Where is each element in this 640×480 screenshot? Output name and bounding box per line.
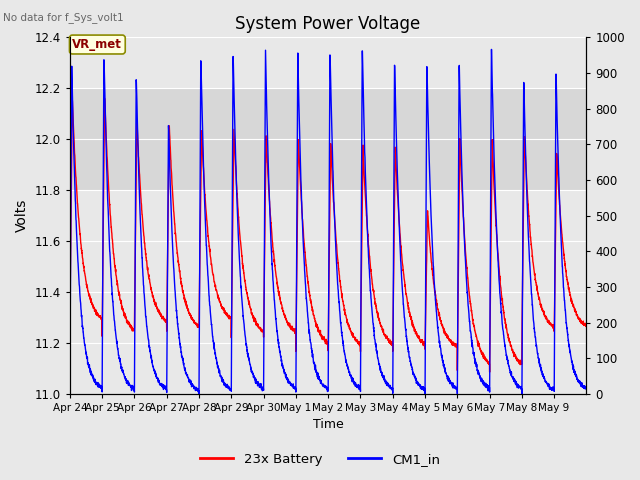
Legend: 23x Battery, CM1_in: 23x Battery, CM1_in <box>195 447 445 471</box>
Y-axis label: Volts: Volts <box>15 199 29 232</box>
Bar <box>70 88 586 190</box>
X-axis label: Time: Time <box>313 419 344 432</box>
Text: No data for f_Sys_volt1: No data for f_Sys_volt1 <box>3 12 124 23</box>
Title: System Power Voltage: System Power Voltage <box>236 15 420 33</box>
Text: VR_met: VR_met <box>72 38 122 51</box>
